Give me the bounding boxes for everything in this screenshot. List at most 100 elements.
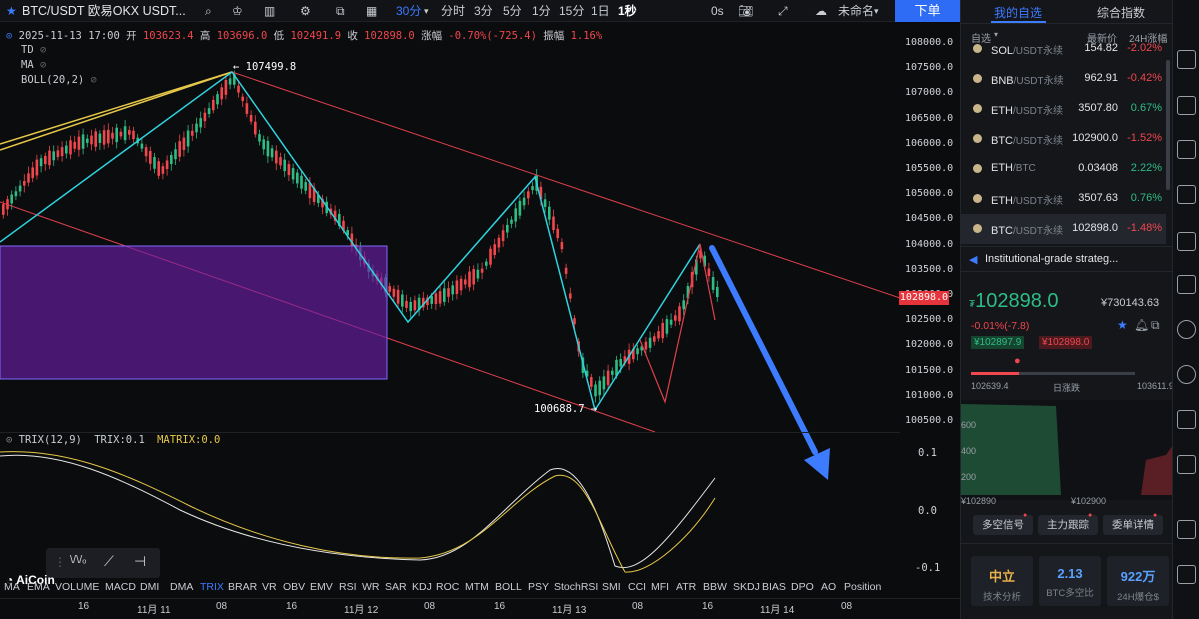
indicator-tab[interactable]: OBV (283, 581, 306, 593)
message-icon[interactable] (1177, 410, 1196, 429)
indicator-tab[interactable]: BRAR (228, 581, 258, 593)
watchlist-row[interactable]: SOL/USDT永续 154.82 -2.02% (961, 34, 1166, 64)
watchlist-scrollbar[interactable] (1166, 60, 1170, 190)
bell-icon[interactable]: 🔔︎ (1134, 318, 1150, 332)
main-force-button[interactable]: 主力跟踪 (1038, 515, 1098, 535)
indicator-tab[interactable]: BIAS (762, 581, 786, 593)
price-tick: 103500.0 (905, 263, 954, 275)
indicator-tab[interactable]: ATR (676, 581, 697, 593)
tf-30m[interactable]: 30分 (396, 4, 422, 18)
indicator-tab[interactable]: RSI (339, 581, 357, 593)
indicator-tab[interactable]: MACD (105, 581, 136, 593)
time-tick: 11月 14 (760, 605, 795, 616)
crown-icon[interactable]: ♔ (232, 4, 243, 18)
tf-15m[interactable]: 15分 (559, 4, 585, 18)
symbol-title[interactable]: BTC/USDT 欧易OKX USDT... (22, 4, 186, 18)
indicator-tab[interactable]: StochRSI (554, 581, 599, 593)
drag-handle-icon[interactable]: ⋮ (54, 555, 66, 569)
bars-icon[interactable] (1177, 232, 1196, 251)
stat-box[interactable]: 2.13 BTC多空比 (1039, 556, 1101, 606)
indicator-tab[interactable]: MTM (465, 581, 489, 593)
indicator-tab[interactable]: BBW (703, 581, 727, 593)
indicator-tab[interactable]: MFI (651, 581, 670, 593)
list-icon[interactable] (1177, 275, 1196, 294)
overlay-td[interactable]: TD ⊘ (21, 44, 47, 56)
star-icon[interactable]: ★ (1117, 318, 1128, 332)
tf-3m[interactable]: 3分 (474, 4, 493, 18)
coin-icon (973, 224, 982, 233)
gear-icon[interactable]: ⚙ (300, 4, 311, 18)
indicator-tab[interactable]: EMV (310, 581, 333, 593)
note-icon[interactable] (1177, 185, 1196, 204)
price-tick: 107500.0 (905, 62, 954, 74)
annotation-low: 100688.7 → (534, 403, 598, 415)
tf-5m[interactable]: 5分 (503, 4, 522, 18)
chevron-down-icon[interactable]: ▾ (424, 6, 429, 16)
tab-watchlist[interactable]: 我的自选 (994, 6, 1043, 20)
watchlist-row[interactable]: BTC/USDT永续 102900.0 -1.52% (961, 124, 1166, 154)
calendar-icon[interactable] (1177, 565, 1196, 584)
indicator-tab[interactable]: SKDJ (733, 581, 760, 593)
tab-index[interactable]: 综合指数 (1097, 6, 1146, 20)
tf-1d[interactable]: 1日 (591, 4, 610, 18)
watchlist-row[interactable]: BNB/USDT永续 962.91 -0.42% (961, 64, 1166, 94)
line-tool-icon[interactable]: ⟋ (104, 553, 114, 569)
share-icon[interactable]: ⧉ (1151, 318, 1160, 332)
fullscreen-icon[interactable]: ⤢ (778, 4, 788, 18)
tf-time[interactable]: 分时 (441, 4, 466, 18)
indicator-tab[interactable]: VR (262, 581, 277, 593)
indicator-tab[interactable]: Position (844, 581, 882, 593)
orderbook-icon[interactable] (1177, 140, 1196, 159)
grid-icon[interactable] (1177, 455, 1196, 474)
tf-1m[interactable]: 1分 (532, 4, 551, 18)
watchlist-row[interactable]: BTC/USDT永续 102898.0 -1.48% (961, 214, 1166, 244)
layout-icon[interactable]: ▦ (366, 4, 378, 18)
trade-icon[interactable] (1177, 96, 1196, 115)
indicator-tab[interactable]: TRIX (200, 581, 224, 593)
order-button[interactable]: 下单 (895, 0, 960, 22)
hline-tool-icon[interactable]: ⊣ (134, 553, 147, 569)
tf-1s[interactable]: 1秒 (618, 4, 637, 18)
indicator-tab[interactable]: SMI (602, 581, 621, 593)
stat-box[interactable]: 中立 技术分析 (971, 556, 1033, 606)
overlay-ma[interactable]: MA ⊘ (21, 59, 47, 71)
indicator-tab[interactable]: DMA (170, 581, 194, 593)
indicator-tab[interactable]: ROC (436, 581, 460, 593)
indicator-tab[interactable]: EMA (27, 581, 50, 593)
big-price: ₮102898.0 (969, 290, 1059, 312)
indicator-tab[interactable]: KDJ (412, 581, 432, 593)
indicator-tab[interactable]: CCI (628, 581, 647, 593)
indicator-tab[interactable]: DPO (791, 581, 814, 593)
stat-box[interactable]: 922万 24H爆仓$ (1107, 556, 1169, 606)
search-icon[interactable]: ⌕ (205, 4, 212, 18)
news-ticker[interactable]: ◀ Institutional-grade strateg... (961, 246, 1173, 272)
indicator-tab[interactable]: VOLUME (55, 581, 100, 593)
candlestick-chart[interactable] (0, 22, 900, 432)
indicator-tab[interactable]: BOLL (495, 581, 522, 593)
bell-icon[interactable] (1177, 520, 1196, 539)
order-detail-button[interactable]: 委单详情 (1103, 515, 1163, 535)
camera-icon[interactable]: 📷︎ (738, 4, 754, 18)
indicator-tab[interactable]: PSY (528, 581, 550, 593)
history-icon[interactable] (1177, 365, 1196, 384)
star-icon[interactable]: ★ (6, 4, 17, 18)
indicator-tab[interactable]: WR (362, 581, 380, 593)
watchlist-change: -0.42% (1127, 72, 1162, 84)
chart-icon[interactable] (1177, 50, 1196, 69)
indicator-tab[interactable]: AO (821, 581, 837, 593)
watchlist-row[interactable]: ETH/BTC 0.03408 2.22% (961, 154, 1166, 184)
compare-icon[interactable]: ⧉ (336, 4, 345, 18)
cloud-label[interactable]: 未命名 (838, 4, 875, 18)
indicator-tab[interactable]: SAR (385, 581, 407, 593)
indicator-tab[interactable]: MA (4, 581, 20, 593)
long-short-signal-button[interactable]: 多空信号 (973, 515, 1033, 535)
indicator-tab[interactable]: DMI (140, 581, 160, 593)
chart-type-icon[interactable]: ▥ (264, 4, 276, 18)
watchlist-row[interactable]: ETH/USDT永续 3507.80 0.67% (961, 94, 1166, 124)
cloud-icon[interactable]: ☁ (815, 4, 827, 18)
watchlist-row[interactable]: ETH/USDT永续 3507.63 0.76% (961, 184, 1166, 214)
overlay-boll[interactable]: BOLL(20,2) ⊘ (21, 74, 97, 86)
clock-icon[interactable] (1177, 320, 1196, 339)
chevron-down-icon[interactable]: ▾ (874, 6, 879, 16)
wave-tool-icon[interactable]: \/\/ₒ (70, 554, 87, 566)
